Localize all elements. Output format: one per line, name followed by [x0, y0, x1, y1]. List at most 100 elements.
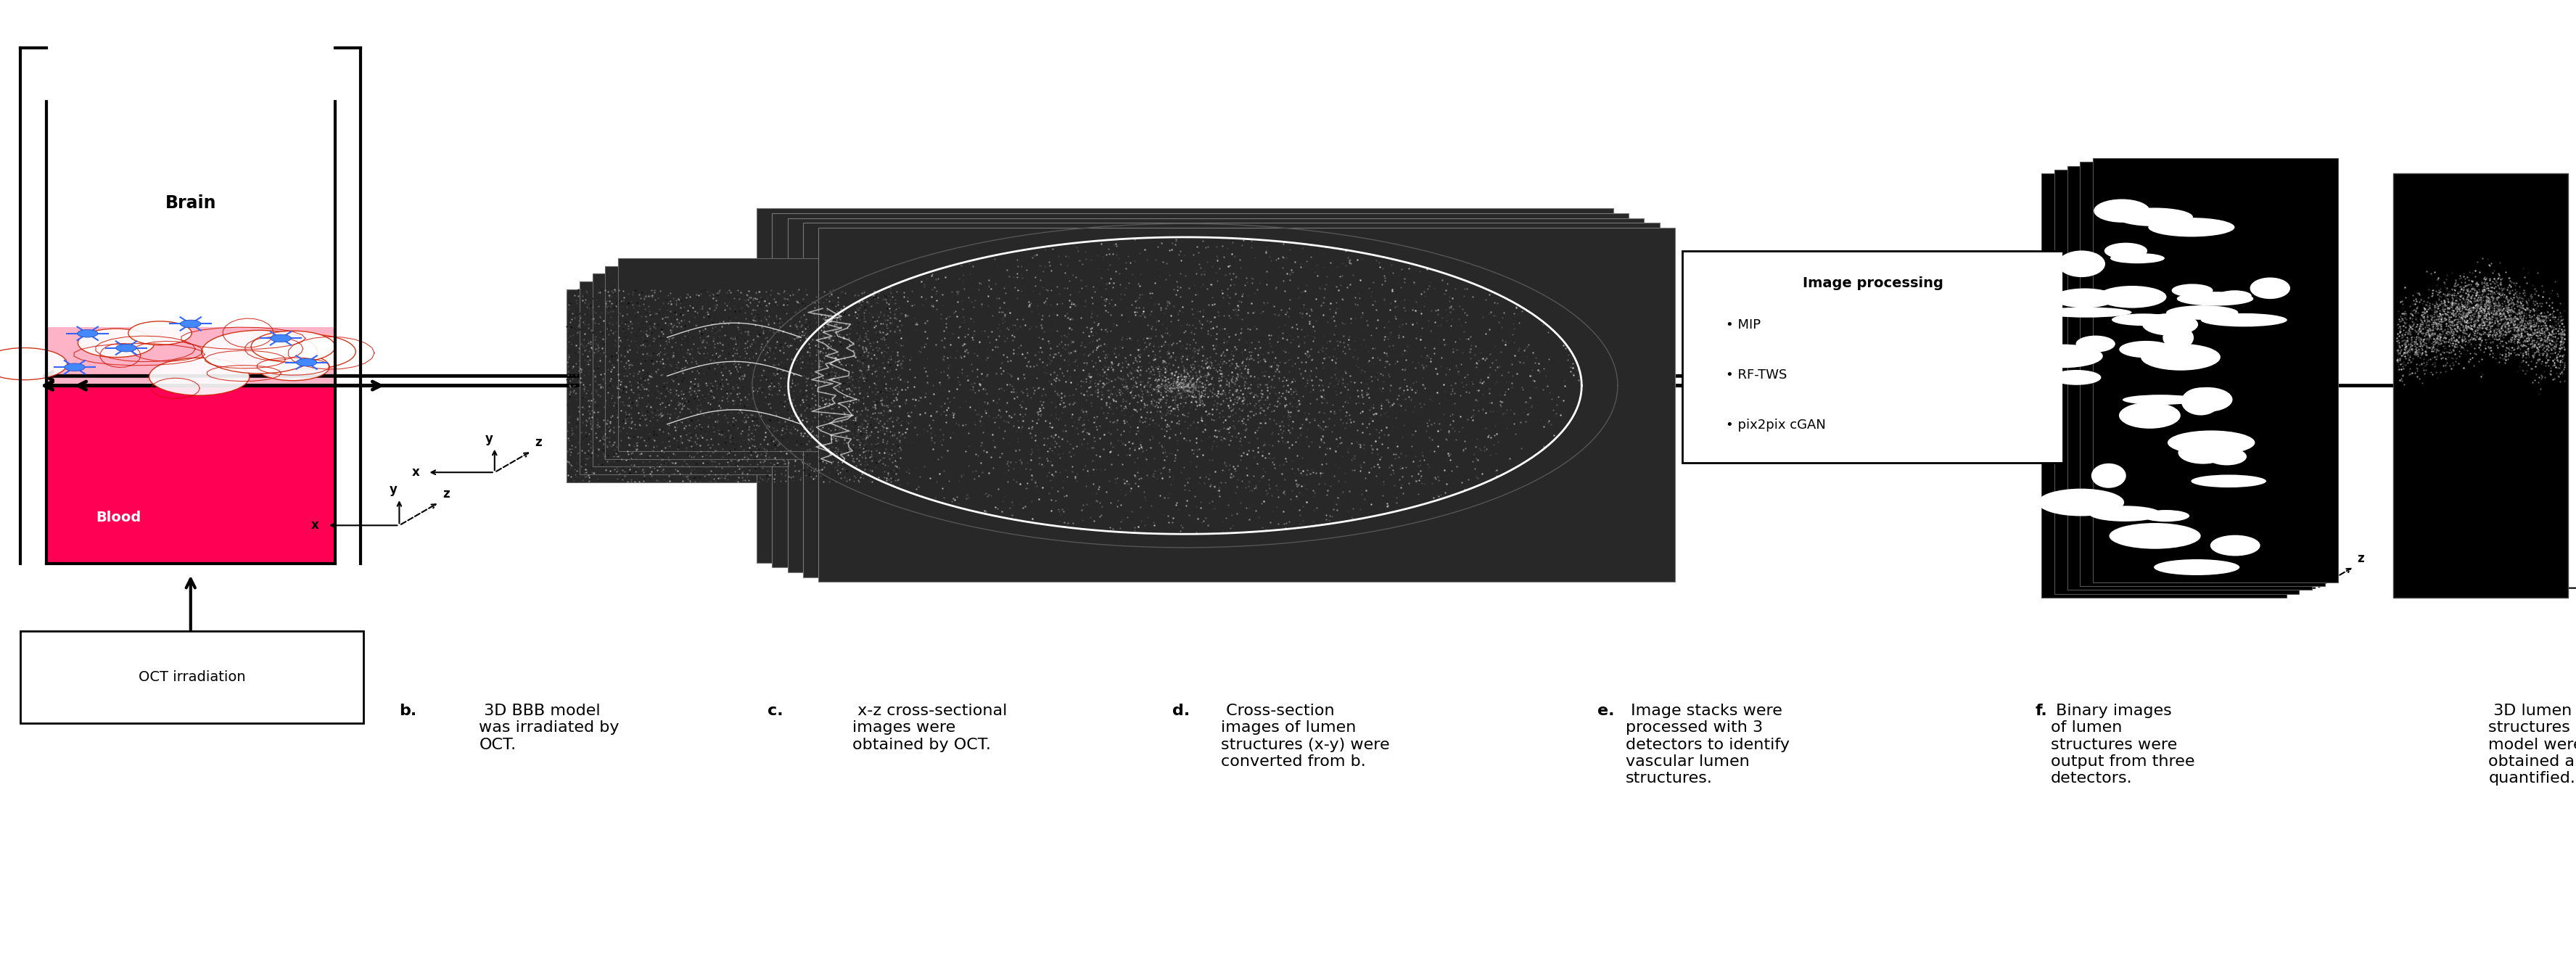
Text: Blood: Blood — [95, 511, 142, 524]
Text: z: z — [443, 488, 451, 500]
Text: Cross-section
images of lumen
structures (x-y) were
converted from b.: Cross-section images of lumen structures… — [1221, 704, 1391, 768]
Circle shape — [296, 359, 317, 366]
Circle shape — [201, 331, 317, 373]
Text: OCT irradiation: OCT irradiation — [139, 670, 245, 684]
Bar — [592, 274, 927, 467]
Bar — [605, 266, 940, 459]
Text: z: z — [2357, 552, 2365, 565]
Ellipse shape — [2208, 448, 2246, 466]
Bar — [773, 213, 1628, 568]
Bar — [757, 208, 1613, 563]
Ellipse shape — [2040, 308, 2133, 317]
Ellipse shape — [2112, 313, 2177, 326]
Circle shape — [64, 363, 85, 371]
Ellipse shape — [2154, 559, 2239, 576]
Text: • MIP: • MIP — [1726, 318, 1762, 332]
FancyBboxPatch shape — [21, 631, 363, 723]
Ellipse shape — [2110, 523, 2200, 549]
Bar — [2040, 174, 2285, 598]
Text: z: z — [1613, 561, 1618, 574]
Ellipse shape — [2192, 474, 2267, 488]
Text: x: x — [1486, 549, 1494, 561]
Bar — [804, 223, 1659, 577]
Ellipse shape — [2143, 313, 2197, 335]
Ellipse shape — [2058, 251, 2105, 278]
Text: x: x — [2512, 581, 2519, 595]
Text: y: y — [484, 432, 492, 445]
Circle shape — [129, 321, 191, 345]
Ellipse shape — [2117, 208, 2192, 227]
Bar — [2056, 170, 2298, 594]
Ellipse shape — [2143, 510, 2190, 522]
Bar — [46, 328, 335, 388]
Text: d.: d. — [1172, 704, 1190, 718]
Ellipse shape — [2177, 292, 2254, 306]
FancyBboxPatch shape — [1682, 251, 2063, 463]
Ellipse shape — [2210, 535, 2259, 556]
Text: • RF-TWS: • RF-TWS — [1726, 368, 1788, 382]
Ellipse shape — [2179, 442, 2228, 464]
Ellipse shape — [2053, 288, 2117, 308]
Ellipse shape — [2164, 327, 2195, 349]
Ellipse shape — [2097, 285, 2166, 308]
Bar — [618, 258, 953, 451]
Text: Image stacks were
processed with 3
detectors to identify
vascular lumen
structur: Image stacks were processed with 3 detec… — [1625, 704, 1790, 786]
Circle shape — [263, 335, 355, 369]
Text: x: x — [412, 466, 420, 479]
Ellipse shape — [2141, 344, 2221, 370]
Bar — [2092, 158, 2336, 582]
Circle shape — [255, 353, 330, 381]
Bar — [567, 289, 902, 482]
Text: a.: a. — [26, 704, 44, 718]
Circle shape — [250, 331, 335, 362]
Ellipse shape — [2172, 284, 2213, 297]
Ellipse shape — [2022, 344, 2102, 368]
Bar — [567, 289, 902, 482]
Text: e.: e. — [1597, 704, 1615, 718]
Circle shape — [0, 348, 67, 380]
Ellipse shape — [2120, 402, 2179, 429]
Ellipse shape — [2120, 341, 2174, 358]
Text: • pix2pix cGAN: • pix2pix cGAN — [1726, 418, 1826, 432]
Ellipse shape — [2076, 335, 2115, 352]
Ellipse shape — [2105, 243, 2148, 259]
Bar — [2079, 162, 2324, 586]
Bar — [819, 228, 1674, 582]
Ellipse shape — [2148, 218, 2233, 237]
Text: f.: f. — [2035, 704, 2048, 718]
Ellipse shape — [2200, 313, 2287, 327]
Ellipse shape — [2050, 370, 2102, 385]
Text: y: y — [389, 483, 397, 496]
Bar — [2066, 166, 2311, 590]
Text: Binary images
of lumen
structures were
output from three
detectors.: Binary images of lumen structures were o… — [2050, 704, 2195, 786]
Text: Brain: Brain — [165, 195, 216, 212]
Text: y: y — [1574, 506, 1582, 520]
Circle shape — [270, 335, 291, 342]
Ellipse shape — [2218, 290, 2251, 302]
Circle shape — [77, 330, 98, 337]
Circle shape — [149, 358, 250, 395]
Text: x: x — [312, 519, 319, 532]
Text: x: x — [2233, 581, 2241, 595]
Ellipse shape — [2089, 506, 2161, 522]
Text: 3D lumen
structures of BBB
model were
obtained and
quantified.: 3D lumen structures of BBB model were ob… — [2488, 704, 2576, 786]
Text: x-z cross-sectional
images were
obtained by OCT.: x-z cross-sectional images were obtained… — [853, 704, 1007, 752]
Bar — [580, 281, 914, 474]
Bar — [788, 218, 1643, 573]
Circle shape — [180, 320, 201, 328]
Ellipse shape — [2094, 200, 2151, 223]
Text: z: z — [536, 437, 541, 449]
Ellipse shape — [2038, 489, 2125, 516]
Ellipse shape — [2182, 388, 2221, 415]
Bar — [46, 369, 335, 564]
Text: 3D BBB model
was irradiated by
OCT.: 3D BBB model was irradiated by OCT. — [479, 704, 618, 752]
Text: y: y — [2308, 548, 2316, 561]
Ellipse shape — [2166, 431, 2254, 455]
Ellipse shape — [2092, 464, 2125, 488]
Ellipse shape — [2249, 278, 2290, 299]
Ellipse shape — [2166, 306, 2239, 320]
Circle shape — [116, 344, 137, 352]
Text: b.: b. — [399, 704, 417, 718]
Ellipse shape — [2110, 253, 2164, 263]
Text: Image processing: Image processing — [1803, 277, 1942, 290]
